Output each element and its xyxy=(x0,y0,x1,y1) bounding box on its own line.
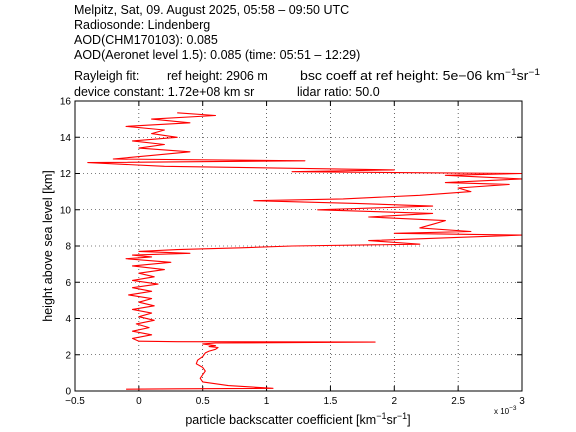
x-tick-label: 2.5 xyxy=(451,396,465,407)
x-axis-title-suffix: ] xyxy=(407,413,410,427)
x-axis-title-mid: sr xyxy=(386,413,396,427)
y-tick-labels: 0 2 4 6 8 10 12 14 16 xyxy=(60,97,72,398)
bsc-coeff-prefix: bsc coeff at ref height: 5e−06 km xyxy=(300,69,505,83)
bsc-coeff-mid: sr xyxy=(517,69,529,83)
data-series xyxy=(87,112,523,390)
y-tick-label: 12 xyxy=(60,169,72,180)
y-tick-label: 4 xyxy=(65,314,71,325)
header-lidar-ratio: lidar ratio: 50.0 xyxy=(297,85,380,99)
plot-frame xyxy=(74,100,523,392)
y-tick-label: 8 xyxy=(65,242,71,253)
x-tick-label: 0 xyxy=(136,396,142,407)
x-scale-exp: −3 xyxy=(509,405,517,412)
x-axis-title-exp2: −1 xyxy=(397,411,407,421)
header-aod-chm: AOD(CHM170103): 0.085 xyxy=(74,33,218,47)
x-tick-labels: −0.5 0 0.5 1 1.5 2 2.5 3 xyxy=(65,396,525,407)
backscatter-profile-line xyxy=(87,112,523,390)
bsc-coeff-exp1: −1 xyxy=(505,67,517,77)
header-device-constant: device constant: 1.72e+08 km sr xyxy=(74,85,254,99)
bsc-coeff-exp2: −1 xyxy=(528,67,540,77)
x-axis-title-prefix: particle backscatter coefficient [km xyxy=(185,413,376,427)
y-tick-label: 16 xyxy=(60,97,72,108)
y-axis-title: height above sea level [km] xyxy=(41,170,55,321)
y-tick-label: 2 xyxy=(65,350,71,361)
header-ref-height: ref height: 2906 m xyxy=(167,69,268,83)
y-tick-label: 10 xyxy=(60,205,72,216)
y-tick-label: 0 xyxy=(65,387,71,398)
x-axis-title-exp1: −1 xyxy=(376,411,386,421)
x-tick-label: −0.5 xyxy=(65,396,85,407)
x-tick-label: 1 xyxy=(264,396,270,407)
header-bsc-coeff: bsc coeff at ref height: 5e−06 km −1sr−1 xyxy=(300,67,540,83)
x-tick-label: 3 xyxy=(519,396,525,407)
figure-header: Melpitz, Sat, 09. August 2025, 05:58 – 0… xyxy=(74,3,540,99)
header-title: Melpitz, Sat, 09. August 2025, 05:58 – 0… xyxy=(74,3,349,17)
y-tick-label: 14 xyxy=(60,133,72,144)
header-radiosonde: Radiosonde: Lindenberg xyxy=(74,18,210,32)
header-aod-aeronet: AOD(Aeronet level 1.5): 0.085 (time: 05:… xyxy=(74,48,360,62)
header-rayleigh-label: Rayleigh fit: xyxy=(74,69,139,83)
x-tick-label: 1.5 xyxy=(323,396,337,407)
x-axis-title: particle backscatter coefficient [km−1sr… xyxy=(185,411,410,427)
y-tick-label: 6 xyxy=(65,278,71,289)
x-scale-base: x 10 xyxy=(494,407,510,416)
x-tick-label: 2 xyxy=(392,396,398,407)
x-tick-label: 0.5 xyxy=(196,396,210,407)
x-scale-multiplier: x 10−3 xyxy=(494,405,517,416)
